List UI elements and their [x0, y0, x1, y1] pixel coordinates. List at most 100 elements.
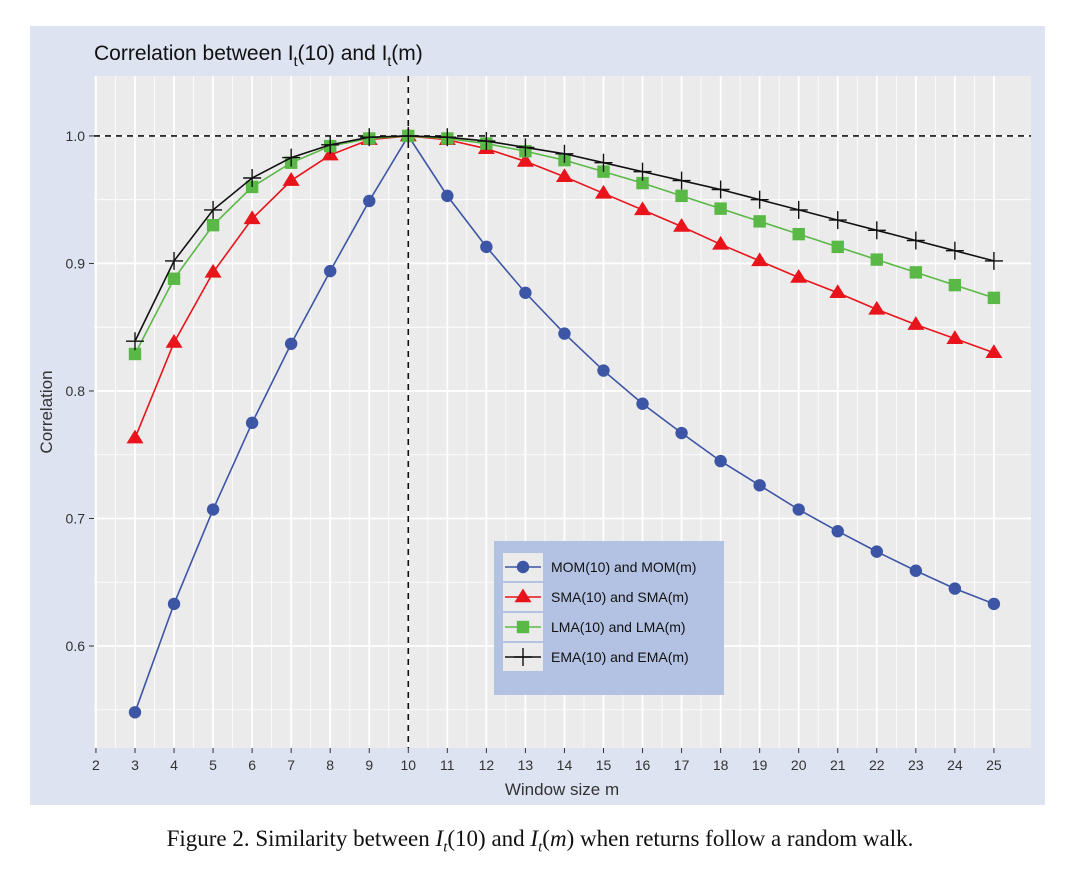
data-point	[675, 426, 688, 440]
legend-key-marker	[516, 620, 530, 634]
data-point	[987, 597, 1001, 611]
y-axis: 0.6 0.7 0.8 0.9 1.0	[66, 128, 94, 654]
x-tick-label: 22	[869, 757, 885, 773]
data-point	[987, 291, 1001, 305]
chart-title: Correlation between It(10) and It(m)	[94, 42, 423, 69]
x-axis: 2 3 4 5 6 7 8 9 10 11 12 13 14 15 16 17 18 19 20 21 22 23 24 25	[92, 748, 1002, 773]
legend-entry-label: SMA(10) and SMA(m)	[551, 589, 689, 605]
data-point	[750, 190, 769, 209]
data-point	[907, 316, 925, 330]
data-point	[672, 171, 691, 190]
data-point	[516, 138, 535, 157]
x-tick-label: 18	[713, 757, 729, 773]
data-point	[792, 503, 805, 516]
x-tick-label: 12	[479, 757, 495, 773]
x-tick-label: 20	[791, 757, 807, 773]
data-point	[128, 347, 142, 361]
data-point	[870, 253, 883, 266]
data-point	[555, 144, 574, 163]
data-point	[519, 286, 532, 299]
data-point	[363, 194, 376, 208]
data-point	[204, 263, 222, 278]
data-point	[597, 364, 610, 377]
data-point	[282, 172, 300, 186]
data-point	[714, 202, 727, 215]
x-tick-label: 13	[518, 757, 534, 773]
x-tick-label: 14	[557, 757, 573, 773]
x-tick-label: 11	[440, 757, 455, 773]
data-point	[831, 525, 844, 538]
data-point	[206, 218, 220, 232]
data-point	[324, 264, 337, 278]
data-point	[711, 180, 730, 199]
x-tick-label: 2	[92, 757, 100, 773]
legend-key-marker	[514, 588, 532, 603]
data-point	[516, 152, 534, 167]
y-tick-label: 0.7	[66, 510, 86, 526]
x-tick-label: 5	[209, 757, 217, 773]
legend-key-marker	[516, 560, 530, 574]
data-point	[321, 135, 340, 154]
data-point	[441, 189, 454, 203]
x-tick-label: 10	[400, 757, 416, 773]
x-tick-label: 16	[635, 757, 651, 773]
data-point	[753, 215, 766, 228]
data-point	[594, 153, 613, 172]
y-tick-label: 0.8	[66, 383, 86, 399]
data-point	[243, 210, 261, 225]
data-point	[984, 251, 1003, 270]
data-point	[870, 545, 883, 558]
x-tick-label: 23	[908, 757, 924, 773]
data-point	[284, 337, 298, 350]
data-point	[245, 416, 259, 430]
data-point	[558, 327, 571, 340]
data-point	[243, 169, 262, 188]
x-tick-label: 25	[986, 757, 1002, 773]
data-point	[167, 272, 181, 285]
data-point	[206, 503, 220, 516]
data-point	[948, 582, 962, 595]
data-point	[165, 334, 183, 348]
y-tick-label: 1.0	[66, 128, 86, 144]
data-point	[438, 128, 457, 147]
x-tick-label: 21	[830, 757, 846, 773]
figure-caption: Figure 2. Similarity between It(10) and …	[166, 826, 914, 856]
data-point	[480, 240, 493, 254]
data-point	[282, 148, 301, 167]
data-point	[636, 397, 649, 410]
y-tick-label: 0.9	[66, 255, 86, 271]
data-point	[165, 251, 184, 270]
legend: MOM(10) and MOM(m) SMA(10) and SMA(m) LMA(…	[494, 541, 724, 695]
data-point	[909, 564, 923, 577]
data-point	[831, 240, 844, 254]
data-point	[985, 344, 1003, 358]
data-point	[636, 176, 649, 190]
data-point	[204, 200, 223, 219]
data-point	[906, 231, 925, 250]
data-point	[790, 268, 808, 283]
data-point	[909, 266, 923, 279]
data-point	[753, 479, 766, 492]
data-point	[128, 706, 142, 719]
x-tick-label: 7	[287, 757, 295, 773]
legend-entry-label: MOM(10) and MOM(m)	[551, 559, 696, 575]
data-point	[867, 221, 886, 240]
y-tick-label: 0.6	[66, 638, 86, 654]
x-tick-label: 3	[131, 757, 139, 773]
data-point	[675, 189, 688, 203]
x-tick-label: 4	[170, 757, 178, 773]
data-point	[125, 332, 144, 351]
y-axis-label: Correlation	[37, 370, 56, 453]
data-point	[829, 284, 847, 299]
data-point	[946, 330, 964, 344]
data-point	[555, 168, 573, 183]
series-layer	[125, 126, 1003, 719]
x-tick-label: 8	[326, 757, 334, 773]
data-point	[126, 429, 144, 444]
data-point	[792, 227, 805, 241]
data-point	[751, 252, 769, 267]
legend-entry-label: LMA(10) and LMA(m)	[551, 619, 686, 635]
data-point	[789, 200, 808, 219]
data-point	[673, 217, 691, 232]
